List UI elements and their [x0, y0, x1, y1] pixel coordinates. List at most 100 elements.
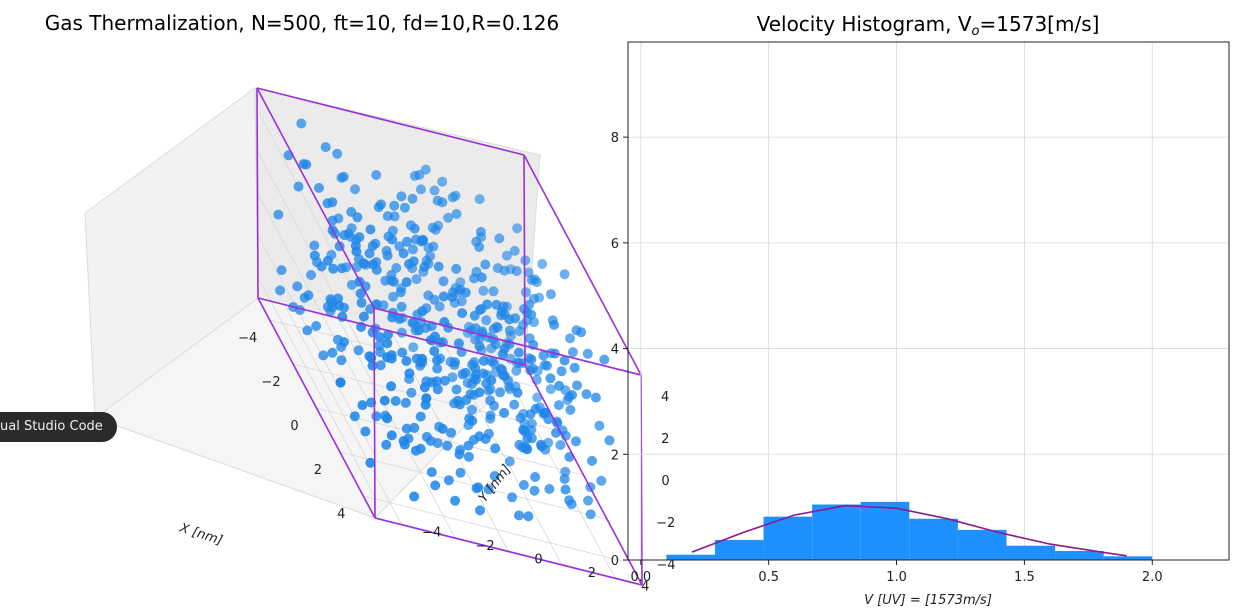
scatter-point	[442, 440, 453, 451]
scatter-point	[371, 264, 382, 275]
scatter-point	[403, 433, 414, 444]
z-tick-label: −4	[656, 558, 675, 573]
scatter-point	[332, 148, 343, 159]
x-tick-label: 0	[290, 419, 298, 434]
scatter-point	[488, 286, 499, 297]
histogram-title-tail: =1573[m/s]	[980, 12, 1100, 36]
scatter-point	[486, 343, 497, 354]
scatter-point	[524, 333, 535, 344]
z-tick-label: 4	[661, 390, 669, 405]
scatter-point	[560, 466, 571, 477]
histogram-bar	[763, 516, 813, 560]
distribution-curve	[691, 504, 1127, 557]
scatter-point	[312, 257, 322, 268]
y-tick-label: 4	[611, 343, 619, 358]
scatter-point	[518, 408, 529, 419]
scatter-point	[381, 245, 392, 256]
scatter-point	[314, 182, 324, 193]
scatter-point	[318, 350, 329, 361]
scatter-point	[545, 289, 556, 300]
scatter-point	[512, 223, 523, 234]
scatter-point	[298, 159, 309, 169]
scatter-point	[567, 347, 578, 358]
histogram-bar	[714, 539, 764, 560]
scatter-point	[449, 297, 460, 308]
box-edge	[256, 87, 375, 309]
scatter-point	[345, 231, 356, 242]
scatter-point	[432, 438, 443, 449]
scatter-point	[426, 467, 437, 478]
scatter-point	[582, 348, 593, 359]
scatter-point	[353, 254, 364, 264]
scatter-point	[565, 404, 576, 415]
scatter-point	[433, 220, 444, 231]
histogram-title-sub: o	[972, 24, 980, 39]
scatter-point	[407, 193, 418, 204]
scatter-point	[443, 475, 454, 486]
scatter-point	[421, 376, 432, 387]
scatter-point	[446, 427, 457, 438]
scatter-point	[276, 265, 287, 276]
scatter-point	[374, 332, 385, 343]
scatter-point	[594, 420, 605, 431]
scatter-point	[532, 366, 543, 376]
scatter-point	[382, 338, 393, 349]
scatter-point	[530, 472, 541, 482]
scatter-point	[434, 301, 445, 312]
scatter-point	[537, 259, 548, 269]
scatter-point	[499, 309, 510, 320]
scatter-point	[471, 266, 482, 277]
scatter-point	[415, 357, 426, 368]
scatter-point	[333, 213, 344, 224]
scatter-point	[415, 411, 426, 422]
scatter-point	[407, 263, 418, 274]
scatter-point	[559, 269, 570, 280]
scatter-point	[429, 346, 440, 357]
scatter-point	[371, 257, 382, 268]
histogram-title: Velocity Histogram, Vo=1573[m/s]	[757, 12, 1100, 39]
scatter-point	[292, 281, 303, 292]
scatter-point	[433, 261, 444, 272]
scatter-point	[587, 455, 597, 466]
x-tick-label: −2	[262, 375, 281, 390]
scatter-point	[532, 392, 543, 403]
scatter-point	[457, 308, 468, 319]
scatter-point	[381, 439, 392, 450]
scatter-points	[273, 118, 615, 522]
scatter-point	[387, 225, 398, 236]
scatter-point	[437, 197, 448, 208]
scatter-point	[569, 362, 580, 373]
scatter-point	[553, 400, 564, 411]
scatter-point	[360, 259, 371, 270]
scatter-point	[485, 413, 496, 424]
scatter-point	[504, 456, 515, 467]
scatter-point	[370, 238, 381, 249]
x-tick-label: 0.5	[758, 570, 779, 585]
scatter-point	[489, 359, 500, 370]
z-tick-label: 0	[661, 474, 669, 489]
scatter-point	[557, 425, 568, 436]
scatter-point	[509, 399, 520, 410]
tooltip-label: ual Studio Code	[0, 419, 103, 434]
scatter-point	[421, 303, 432, 314]
scatter-point	[366, 397, 377, 408]
scatter-point	[489, 471, 500, 481]
scatter-point	[560, 385, 571, 396]
scatter-point	[501, 250, 512, 261]
scatter-point	[421, 255, 432, 266]
scatter-point	[529, 485, 540, 496]
scatter-point	[418, 235, 428, 246]
scatter-point	[596, 475, 607, 486]
scatter-point	[534, 292, 545, 303]
scatter-point	[469, 310, 480, 321]
histogram-bar	[812, 504, 861, 560]
scatter-point	[471, 483, 482, 494]
scatter-point	[451, 263, 462, 274]
z-tick-label: 2	[661, 432, 669, 447]
scatter-point	[538, 350, 549, 361]
scatter-point	[449, 360, 460, 371]
scatter-point	[339, 302, 349, 313]
grid-line	[391, 331, 509, 552]
scatter-point	[389, 200, 400, 211]
